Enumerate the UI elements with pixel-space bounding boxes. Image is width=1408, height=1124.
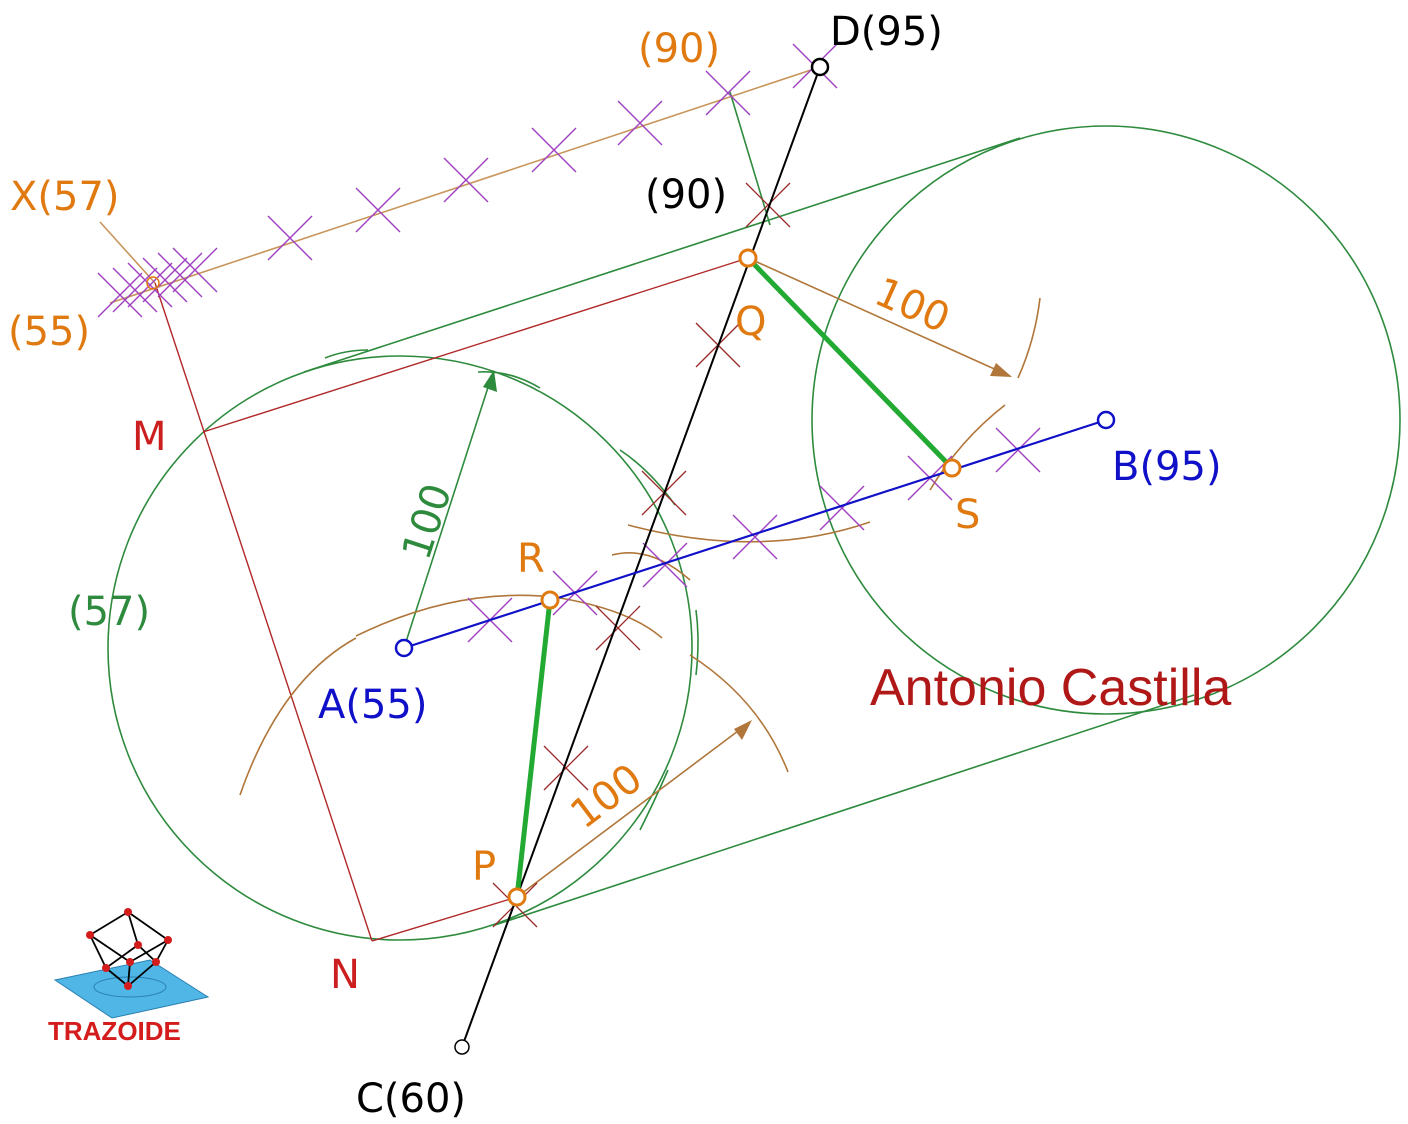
hatch-cross — [112, 267, 158, 313]
logo-text: TRAZOIDE — [48, 1016, 181, 1046]
point-s-marker — [942, 458, 962, 478]
point-c-marker — [454, 1039, 470, 1055]
arrowhead-q — [990, 363, 1012, 377]
point-r-marker — [540, 590, 560, 610]
arc-p-large — [689, 654, 789, 773]
arrowhead-p — [734, 720, 752, 740]
label-d90-orange: (90) — [638, 26, 720, 72]
circle-right — [811, 125, 1401, 715]
line-x-d — [109, 66, 821, 304]
label-n: N — [330, 952, 360, 998]
line-d-construct — [729, 91, 771, 226]
point-b-marker — [1096, 410, 1116, 430]
line-x-leader — [99, 221, 156, 284]
line-x-n — [154, 282, 373, 942]
label-d90-black: (90) — [645, 172, 727, 218]
hatch-cross — [97, 272, 143, 318]
cube-logo-icon — [53, 908, 210, 1019]
hatch-cross — [819, 485, 865, 531]
hatch-cross — [142, 257, 188, 303]
arc-s — [929, 404, 1006, 491]
hatch-cross — [157, 252, 203, 298]
point-q-marker — [738, 248, 758, 268]
intersection-cross — [745, 182, 791, 228]
label-q: Q — [735, 299, 766, 345]
label-c57: (57) — [68, 589, 150, 635]
label-p: P — [472, 844, 496, 890]
line-n-p — [371, 896, 518, 942]
arc-q-right — [1017, 297, 1041, 379]
tangent-top — [303, 137, 1021, 373]
radius-line-green — [403, 374, 493, 649]
label-x: X(57) — [10, 174, 120, 220]
hatch-cross — [995, 427, 1041, 473]
label-m: M — [132, 414, 167, 460]
arc-center — [627, 521, 871, 543]
arrowhead-green — [483, 370, 497, 392]
label-d: D(95) — [830, 9, 943, 55]
label-dist-p: 100 — [562, 755, 651, 838]
label-x55: (55) — [8, 309, 90, 355]
hatch-cross — [531, 127, 577, 173]
intersection-cross — [543, 745, 589, 791]
label-r: R — [517, 536, 545, 582]
dim-line-p — [516, 721, 751, 898]
arc-a-left — [239, 637, 357, 796]
hatch-cross — [642, 542, 688, 588]
circle-left — [107, 355, 693, 941]
point-a-marker — [394, 638, 414, 658]
intersection-cross — [595, 605, 641, 651]
point-x-marker — [146, 276, 160, 290]
point-markers — [146, 57, 1116, 1055]
tangent-bottom — [494, 694, 1195, 926]
segment-q-s — [746, 256, 954, 470]
hatch-cross — [617, 100, 663, 146]
point-d-marker — [810, 57, 830, 77]
hatch-cross — [705, 70, 751, 116]
author-name: Antonio Castilla — [870, 659, 1231, 717]
label-a: A(55) — [318, 682, 427, 728]
hatch-cross — [732, 514, 778, 560]
hatch-cross — [267, 215, 313, 261]
segment-p-r — [514, 599, 553, 898]
dim-line-q — [747, 257, 1011, 377]
hatch-cross — [443, 157, 489, 203]
label-b: B(95) — [1112, 444, 1222, 490]
label-s: S — [955, 492, 980, 538]
arc-d-lines — [611, 552, 691, 581]
line-c-d — [461, 66, 821, 1048]
line-m-q — [202, 257, 749, 433]
hatch-cross — [172, 247, 218, 293]
label-c: C(60) — [356, 1076, 466, 1122]
line-a-b — [403, 418, 1107, 650]
label-dist-green: 100 — [394, 478, 461, 565]
point-p-marker — [507, 887, 527, 907]
hatch-cross — [355, 187, 401, 233]
hatch-cross — [127, 262, 173, 308]
